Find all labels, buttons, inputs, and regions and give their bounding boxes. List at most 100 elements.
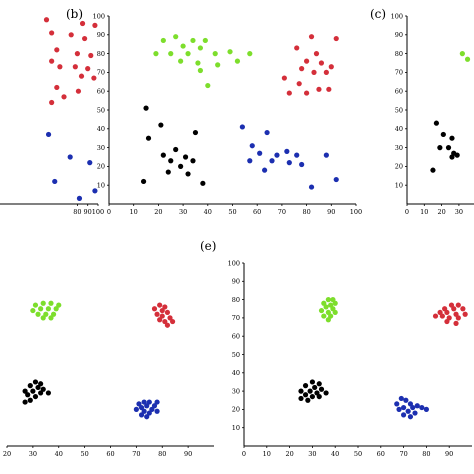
scatter-point: [146, 410, 152, 416]
scatter-point: [52, 178, 58, 185]
scatter-point: [72, 64, 78, 70]
scatter-point: [92, 22, 98, 28]
scatter-point: [154, 311, 160, 317]
y-tick-label: 60: [395, 88, 403, 96]
scatter-point: [43, 17, 50, 23]
scatter-point: [296, 81, 302, 87]
scatter-point: [286, 90, 292, 96]
scatter-point: [76, 195, 83, 201]
panel-d: 20 30 40 50 60 70 80 90: [3, 300, 214, 458]
scatter-point: [323, 390, 329, 396]
scatter-point: [394, 401, 400, 407]
axis-lines: [243, 263, 472, 447]
x-tick-label: 60: [377, 450, 385, 458]
scatter-point: [325, 317, 331, 323]
scatter-point: [396, 406, 402, 412]
scatter-point: [433, 120, 440, 126]
y-tick-label: 70: [232, 314, 240, 322]
scatter-point: [43, 311, 49, 317]
scatter-point: [444, 318, 450, 325]
scatter-point: [159, 307, 165, 314]
x-tick-label: 10: [130, 208, 138, 216]
x-tick-label: 90: [327, 208, 335, 216]
y-tick-label: 20: [232, 406, 240, 414]
y-tick-label: 100: [93, 12, 105, 20]
scatter-point: [328, 64, 334, 70]
scatter-point: [449, 135, 455, 141]
y-tick-label: 80: [395, 50, 403, 58]
scatter-point: [151, 403, 158, 409]
scatter-point: [162, 318, 168, 325]
x-tick-label: 80: [302, 208, 310, 216]
scatter-point: [74, 51, 80, 57]
scatter-point: [157, 302, 163, 308]
scatter-point: [333, 176, 339, 183]
scatter-point: [321, 313, 327, 319]
scatter-point: [299, 66, 305, 72]
scatter-point: [170, 318, 176, 325]
scatter-point: [178, 163, 184, 169]
x-tick-label: 20: [285, 450, 293, 458]
scatter-point: [141, 399, 147, 405]
scatter-point: [45, 306, 52, 312]
scatter-point: [455, 315, 461, 321]
x-tick-label: 10: [420, 208, 428, 216]
scatter-point: [316, 86, 322, 92]
scatter-point: [318, 307, 325, 314]
scatter-point: [423, 406, 429, 412]
x-tick-label: 0: [405, 208, 409, 216]
y-tick-label: 100: [228, 259, 240, 267]
y-tick-label: 50: [395, 106, 403, 114]
scatter-point: [138, 404, 145, 411]
y-tick-label: 100: [391, 12, 403, 20]
y-tick-label: 30: [395, 144, 403, 152]
scatter-point: [91, 75, 97, 81]
scatter-point: [157, 317, 163, 323]
scatter-point: [249, 143, 255, 149]
scatter-point: [145, 135, 152, 141]
scatter-point: [57, 64, 63, 70]
x-tick-label: 100: [92, 208, 104, 216]
scatter-point: [149, 406, 155, 412]
scatter-point: [462, 311, 468, 317]
x-tick-label: 80: [73, 208, 81, 216]
scatter-point: [79, 20, 86, 27]
x-tick-label: 70: [132, 450, 140, 458]
y-tick-label: 90: [395, 31, 403, 39]
scatter-point: [159, 313, 165, 319]
scatter-point: [454, 152, 460, 158]
x-tick-label: 80: [158, 450, 166, 458]
y-tick-label: 50: [232, 351, 240, 359]
x-tick-label: 20: [437, 208, 445, 216]
scatter-point: [316, 393, 322, 400]
y-tick-label: 10: [97, 182, 105, 190]
x-tick-label: 30: [455, 208, 463, 216]
scatter-point: [138, 412, 145, 418]
scatter-point: [308, 34, 315, 40]
y-tick-label: 30: [97, 144, 105, 152]
scatter-point: [437, 145, 443, 151]
x-tick-label: 70: [278, 208, 286, 216]
scatter-point: [234, 58, 241, 64]
scatter-point: [444, 309, 450, 316]
scatter-point: [45, 390, 52, 396]
scatter-point: [162, 304, 168, 310]
scatter-point: [333, 35, 339, 42]
scatter-point: [48, 315, 54, 321]
scatter-point: [160, 152, 166, 158]
scatter-point: [35, 311, 41, 317]
scatter-point: [294, 45, 300, 51]
scatter-point: [410, 404, 416, 411]
scatter-point: [464, 56, 471, 62]
scatter-point: [308, 184, 315, 190]
scatter-point: [144, 403, 150, 409]
scatter-point: [323, 69, 329, 75]
scatter-point: [311, 69, 317, 75]
scatter-point: [414, 403, 420, 409]
x-tick-label: 60: [253, 208, 261, 216]
y-tick-label: 20: [395, 163, 403, 171]
scatter-point: [202, 37, 208, 44]
scatter-point: [302, 383, 309, 389]
scatter-point: [190, 37, 196, 44]
